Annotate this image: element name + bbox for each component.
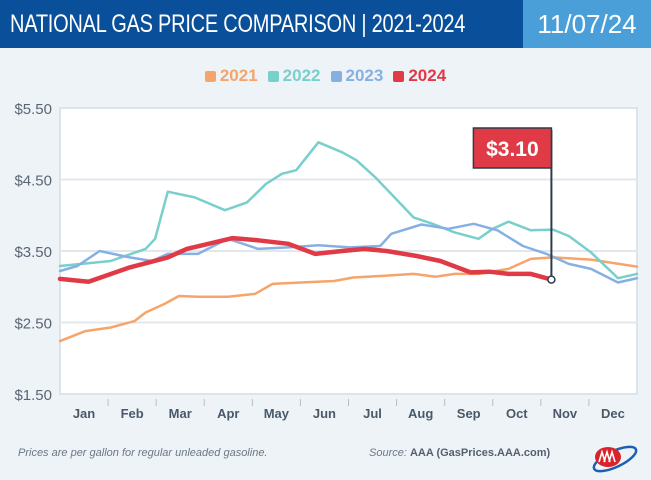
x-tick-label: Feb (121, 406, 144, 421)
x-tick-label: Dec (601, 406, 625, 421)
y-tick-label: $2.50 (14, 316, 52, 333)
y-tick-label: $1.50 (14, 387, 52, 404)
callout-price-label: $3.10 (486, 138, 539, 161)
x-tick-label: May (264, 406, 290, 421)
source-label: Source: (369, 447, 407, 459)
x-tick-label: Nov (553, 406, 578, 421)
legend-item-2023: 2023 (330, 66, 384, 86)
current-price-marker (547, 275, 556, 284)
x-tick-label: Jun (313, 406, 336, 421)
x-tick-label: Apr (217, 406, 239, 421)
legend-item-2024: 2024 (393, 66, 446, 86)
legend-label: 2022 (282, 66, 321, 85)
legend: 2021 2022 2023 2024 (0, 66, 651, 86)
legend-item-2021: 2021 (204, 66, 258, 86)
legend-label: 2023 (345, 66, 384, 85)
footnote: Prices are per gallon for regular unlead… (18, 447, 268, 459)
source-value: AAA (GasPrices.AAA.com) (409, 447, 551, 459)
legend-item-2022: 2022 (267, 66, 321, 86)
date-badge: 11/07/24 (523, 0, 651, 48)
x-tick-label: Jul (363, 406, 382, 421)
x-tick-label: Aug (408, 406, 433, 421)
x-tick-label: Oct (506, 406, 528, 421)
y-tick-label: $3.50 (14, 244, 52, 261)
x-tick-label: Jan (73, 406, 95, 421)
legend-swatch (393, 71, 405, 82)
chart-title: NATIONAL GAS PRICE COMPARISON | 2021-202… (0, 0, 523, 48)
series-line-2022 (58, 141, 639, 280)
series-line-2021 (58, 256, 639, 343)
y-tick-label: $4.50 (14, 173, 52, 190)
legend-label: 2024 (408, 66, 447, 85)
x-tick-label: Mar (169, 406, 192, 421)
source-credit: Source: AAA (GasPrices.AAA.com) (369, 447, 550, 459)
aaa-logo-icon (592, 445, 638, 473)
chart-title-text: NATIONAL GAS PRICE COMPARISON | 2021-202… (10, 10, 466, 38)
legend-swatch (204, 71, 216, 82)
callout-flag (472, 127, 553, 169)
y-tick-label: $5.50 (14, 101, 52, 118)
x-tick-label: Sep (457, 406, 481, 421)
legend-swatch (267, 71, 279, 82)
series-line-2024 (57, 235, 554, 284)
legend-swatch (330, 71, 342, 82)
legend-label: 2021 (219, 66, 258, 85)
line-chart: $5.50 $4.50 $3.50 $2.50 $1.50 Jan Feb Mar Apr May… (14, 101, 639, 421)
